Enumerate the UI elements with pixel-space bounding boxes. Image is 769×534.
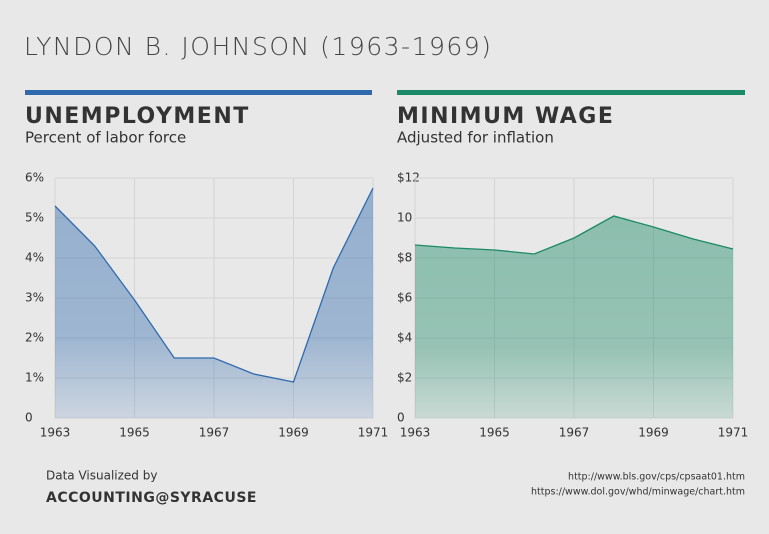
y-tick-label: $2 <box>397 371 412 385</box>
x-tick-label: 1971 <box>718 426 749 440</box>
chart-subtitle: Adjusted for inflation <box>397 129 554 147</box>
y-tick-label: $4 <box>397 331 412 345</box>
x-tick-label: 1971 <box>358 426 389 440</box>
y-tick-label: 10 <box>397 211 412 225</box>
area <box>55 188 373 418</box>
chart-title: UNEMPLOYMENT <box>25 104 250 129</box>
x-tick-label: 1969 <box>638 426 669 440</box>
accent-bar <box>25 90 372 95</box>
x-tick-label: 1967 <box>559 426 590 440</box>
y-tick-label: $12 <box>397 171 420 185</box>
y-tick-label: 1% <box>25 371 44 385</box>
y-tick-label: 4% <box>25 251 44 265</box>
x-tick-label: 1969 <box>278 426 309 440</box>
x-tick-label: 1965 <box>479 426 510 440</box>
chart-subtitle: Percent of labor force <box>25 129 186 147</box>
area <box>415 216 733 418</box>
y-tick-label: 0 <box>25 411 33 425</box>
source: https://www.dol.gov/whd/minwage/chart.ht… <box>531 487 745 498</box>
line <box>54 187 374 383</box>
y-tick-label: $8 <box>397 251 412 265</box>
x-tick-label: 1963 <box>400 426 431 440</box>
x-tick-label: 1963 <box>40 426 71 440</box>
y-tick-label: 6% <box>25 171 44 185</box>
source: http://www.bls.gov/cps/cpsaat01.htm <box>568 472 745 483</box>
credit-name: ACCOUNTING@SYRACUSE <box>46 490 257 506</box>
credit-label: Data Visualized by <box>46 469 157 483</box>
chart-title: MINIMUM WAGE <box>397 104 614 129</box>
y-tick-label: $6 <box>397 291 412 305</box>
y-tick-label: 2% <box>25 331 44 345</box>
line <box>414 215 734 255</box>
accent-bar <box>397 90 745 95</box>
x-tick-label: 1967 <box>199 426 230 440</box>
y-tick-label: 3% <box>25 291 44 305</box>
y-tick-label: 0 <box>397 411 405 425</box>
x-tick-label: 1965 <box>119 426 150 440</box>
page-title: LYNDON B. JOHNSON (1963-1969) <box>24 32 492 61</box>
y-tick-label: 5% <box>25 211 44 225</box>
